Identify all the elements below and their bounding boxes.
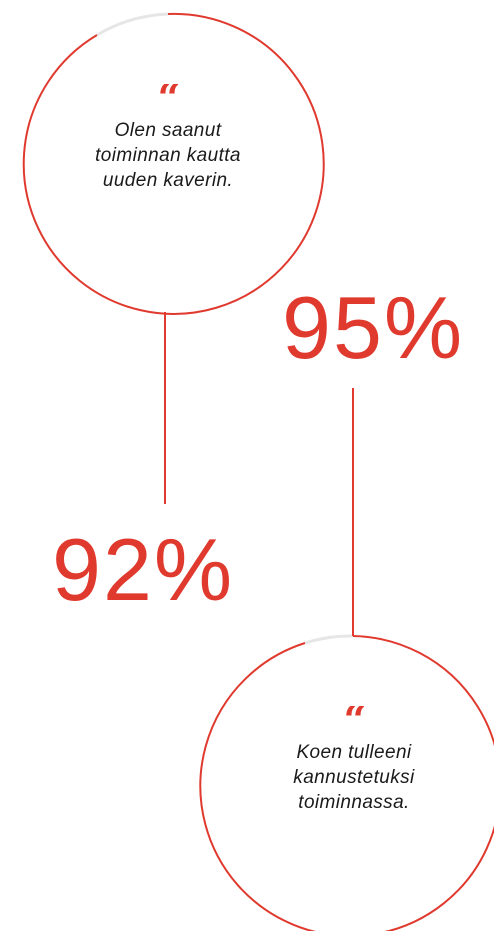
quote-card-1: “ Olen saanut toiminnan kautta uuden kav… (18, 84, 318, 193)
connector-line-left (164, 312, 166, 504)
quote-text-1: Olen saanut toiminnan kautta uuden kaver… (95, 120, 241, 191)
quote-mark-icon: “ (343, 706, 366, 732)
quote-circle-2-ring (199, 635, 494, 931)
quote-circle-1-track (96, 12, 169, 37)
quote-circle-1-ring (22, 12, 325, 315)
stat-95-percent: 95% (282, 278, 465, 377)
connector-line-right (352, 388, 354, 636)
quote-text-2: Koen tulleeni kannustetuksi toiminnassa. (293, 742, 415, 813)
quote-mark-icon: “ (157, 84, 180, 110)
stat-92-percent: 92% (52, 520, 235, 619)
quote-circle-2-track (304, 634, 354, 645)
quote-card-2: “ Koen tulleeni kannustetuksi toiminnass… (204, 706, 494, 815)
